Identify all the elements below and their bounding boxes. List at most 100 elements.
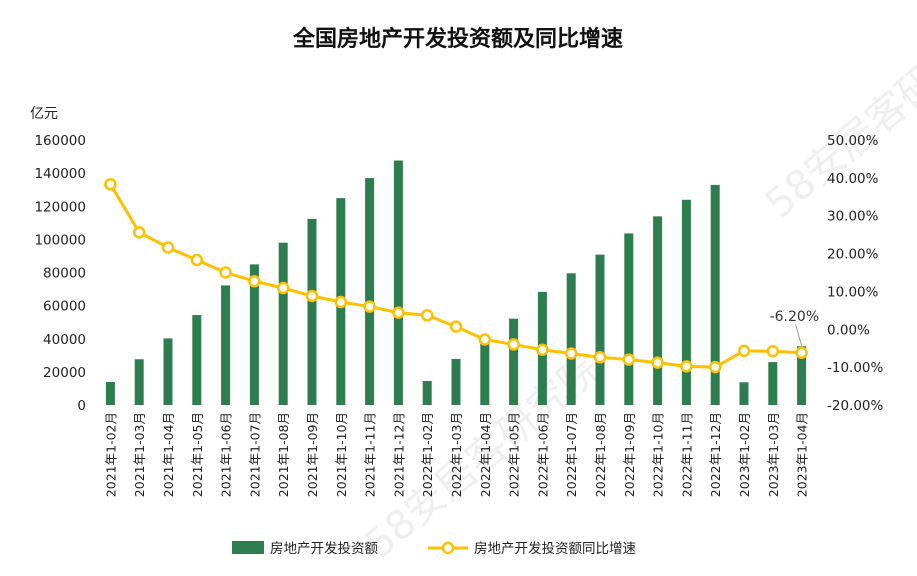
x-tick-label: 2022年1-11月 (679, 412, 694, 497)
watermark-text-1: 58安居客研究院 (757, 5, 917, 227)
line-point (276, 281, 290, 295)
x-tick-label: 2022年1-04月 (478, 412, 493, 497)
x-tick-label: 2022年1-12月 (708, 412, 723, 497)
bar (681, 199, 691, 405)
bar (221, 285, 231, 405)
line-point (305, 289, 319, 303)
bar (653, 216, 663, 405)
legend-swatch-bar (232, 541, 264, 554)
y-axis-unit: 亿元 (30, 106, 58, 122)
x-tick-label: 2022年1-10月 (651, 412, 666, 497)
line-point (449, 320, 463, 333)
x-tick-label: 2022年1-08月 (593, 412, 608, 497)
bar (451, 358, 461, 405)
y-left-tick-label: 120000 (34, 199, 86, 215)
bar (393, 160, 403, 405)
y-left-tick-label: 140000 (34, 166, 86, 182)
x-tick-label: 2022年1-06月 (535, 412, 550, 497)
line-point (392, 306, 405, 319)
bar (307, 218, 317, 405)
bar (595, 254, 605, 405)
annotations: -6.20% (770, 309, 820, 346)
x-tick-label: 2021年1-10月 (334, 412, 349, 497)
legend-swatch-marker (441, 541, 455, 555)
x-tick-label: 2021年1-04月 (161, 412, 176, 497)
right-axis: -20.00% -10.00% 0.00% 10.00% 20.00% 30.00% 40.… (827, 133, 884, 414)
line-point (536, 343, 549, 356)
y-right-tick-label: 30.00% (827, 209, 879, 225)
bar (566, 273, 576, 405)
y-left-tick-label: 160000 (34, 133, 86, 149)
y-right-tick-label: -10.00% (827, 360, 884, 376)
bar (278, 242, 288, 405)
y-right-tick-label: 10.00% (827, 284, 879, 300)
y-left-tick-label: 40000 (43, 332, 86, 348)
line-point (622, 353, 636, 366)
bar (422, 380, 432, 405)
bar (710, 184, 720, 405)
y-right-tick-label: 0.00% (827, 322, 870, 338)
line-point (104, 178, 117, 191)
y-right-tick-label: 20.00% (827, 247, 879, 263)
y-right-tick-label: 40.00% (827, 171, 879, 187)
bar (480, 340, 490, 405)
bar (192, 315, 202, 405)
y-left-tick-label: 0 (77, 398, 86, 414)
x-tick-label: 2022年1-07月 (564, 412, 579, 497)
legend: 房地产开发投资额 房地产开发投资额同比增速 (232, 541, 636, 557)
bar (739, 382, 749, 405)
y-right-tick-label: -20.00% (827, 398, 884, 414)
x-tick-label: 2022年1-03月 (449, 412, 464, 497)
x-tick-label: 2021年1-09月 (305, 412, 320, 497)
y-left-tick-label: 60000 (43, 299, 86, 315)
x-tick-label: 2021年1-06月 (219, 412, 234, 497)
x-tick-label: 2022年1-02月 (420, 412, 435, 497)
line-point (334, 295, 348, 309)
data-label: -6.20% (770, 309, 820, 325)
line-point (795, 346, 808, 360)
x-tick-label: 2022年1-05月 (507, 412, 522, 497)
line-point (564, 347, 578, 360)
x-tick-label: 2021年1-03月 (132, 412, 147, 497)
x-tick-label: 2021年1-05月 (190, 412, 205, 497)
x-tick-label: 2021年1-08月 (276, 412, 291, 497)
line-point (766, 344, 780, 358)
bar (797, 346, 807, 405)
x-tick-label: 2023年1-03月 (766, 412, 781, 497)
bar (768, 362, 778, 405)
y-left-tick-label: 80000 (43, 266, 86, 282)
line-point (478, 333, 492, 346)
x-tick-label: 2021年1-11月 (363, 412, 378, 497)
bar (509, 318, 519, 405)
line-point (420, 309, 434, 322)
x-tick-label: 2023年1-04月 (795, 412, 810, 497)
line-point (363, 300, 376, 313)
line-point (161, 241, 175, 254)
bar (249, 264, 259, 405)
line-point (708, 360, 722, 374)
line-series (104, 178, 808, 374)
chart-title: 全国房地产开发投资额及同比增速 (292, 26, 623, 52)
line-point (507, 338, 520, 351)
left-axis: 0 20000 40000 60000 80000 100000 120000 140000 1… (34, 133, 86, 414)
bar (163, 338, 173, 405)
line-point (132, 226, 146, 239)
bar (105, 381, 115, 405)
line-point (190, 253, 204, 267)
y-left-tick-label: 100000 (34, 232, 86, 248)
growth-line (109, 183, 802, 369)
x-tick-label: 2021年1-12月 (391, 412, 406, 497)
bar (365, 178, 375, 405)
bar-series (105, 160, 807, 405)
y-left-tick-label: 20000 (43, 365, 86, 381)
bar (134, 359, 144, 405)
line-point (593, 351, 607, 364)
y-right-tick-label: 50.00% (827, 133, 879, 149)
line-point (219, 266, 232, 279)
line-point (248, 274, 261, 288)
legend-label-line: 房地产开发投资额同比增速 (474, 541, 636, 557)
x-tick-label: 2022年1-09月 (622, 412, 637, 497)
x-tick-label: 2021年1-02月 (103, 412, 118, 497)
x-tick-label: 2023年1-02月 (737, 412, 752, 497)
